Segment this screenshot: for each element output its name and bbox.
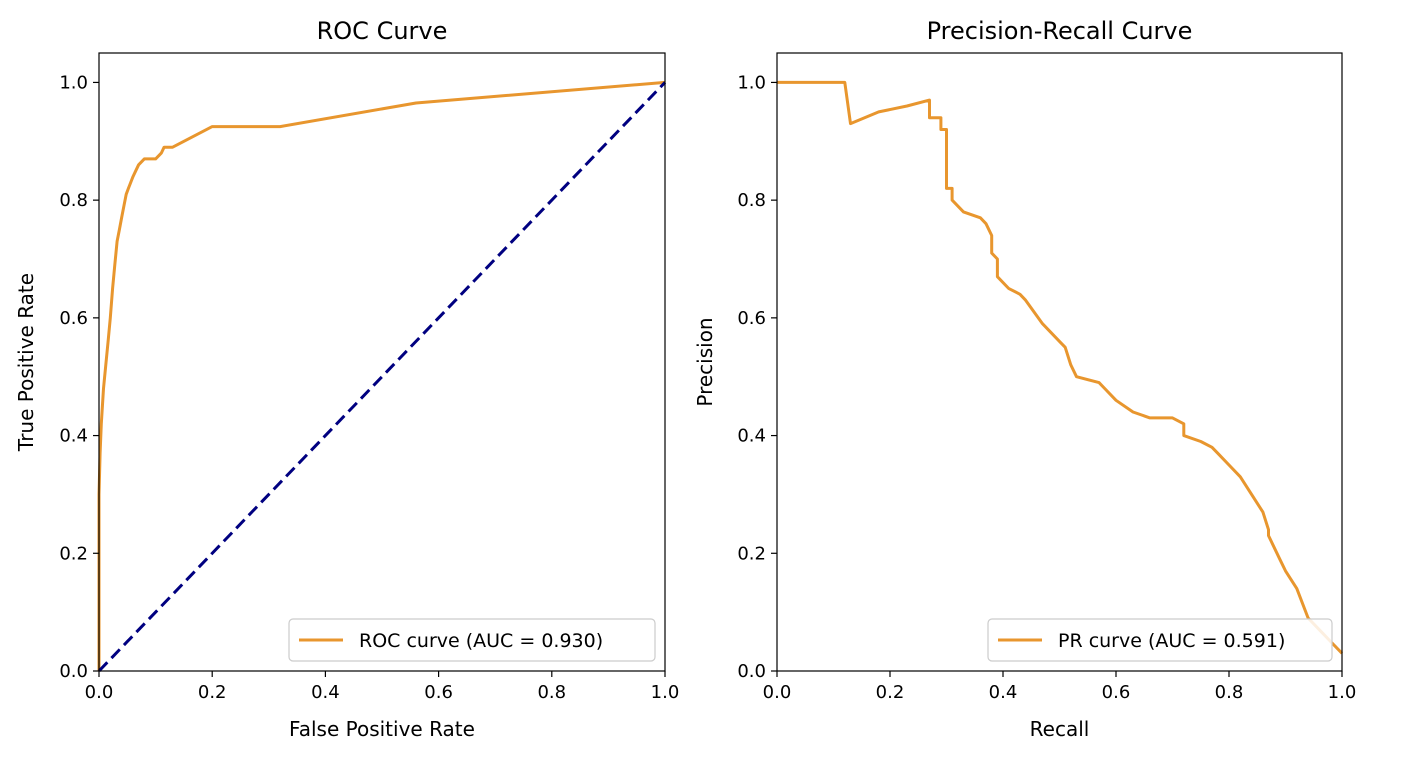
x-tick-label: 0.6 [424,682,453,703]
y-tick-label: 0.4 [59,426,88,447]
legend-label: ROC curve (AUC = 0.930) [359,630,603,652]
legend-box [987,618,1333,662]
y-tick-label: 0.0 [59,661,88,682]
x-tick-label: 0.4 [311,682,340,703]
y-tick-label: 0.8 [59,190,88,211]
x-tick-label: 0.6 [1102,682,1131,703]
y-tick-label: 0.0 [737,661,766,682]
x-axis-label: Recall [1030,717,1090,741]
x-tick-label: 0.0 [85,682,114,703]
y-tick-label: 0.2 [737,543,766,564]
x-axis-label: False Positive Rate [289,717,475,741]
series-line-roc [97,80,666,671]
chance-diagonal-line [97,81,667,673]
x-tick-label: 1.0 [1328,682,1357,703]
plot-frame [776,52,1343,672]
x-tick-label: 0.2 [198,682,227,703]
y-tick-label: 0.4 [737,426,766,447]
y-tick-label: 0.8 [737,190,766,211]
y-tick-label: 0.6 [737,308,766,329]
x-tick-label: 0.8 [1215,682,1244,703]
x-tick-label: 1.0 [651,682,680,703]
plot-frame [98,52,666,672]
chart-title: ROC Curve [317,17,448,45]
y-tick-label: 1.0 [737,72,766,93]
chart-pr: Precision-Recall Curve 0.0 0.2 0.4 0.6 0.8 1.0… [693,17,1356,741]
series-line-pr [777,80,1344,655]
legend-roc: ROC curve (AUC = 0.930) [288,618,656,662]
x-tick-label: 0.2 [876,682,905,703]
y-tick-label: 0.2 [59,543,88,564]
legend-box [288,618,656,662]
y-tick-label: 1.0 [59,72,88,93]
y-tick-label: 0.6 [59,308,88,329]
y-axis-label: True Positive Rate [14,273,38,452]
x-tick-label: 0.8 [537,682,566,703]
chart-roc: ROC Curve 0.0 0.2 0.4 0.6 0.8 1.0 0.0 0.2 0.4 0.6 0… [14,17,679,741]
legend-label: PR curve (AUC = 0.591) [1058,630,1285,652]
chart-title: Precision-Recall Curve [927,17,1193,45]
y-axis-label: Precision [693,317,717,406]
legend-pr: PR curve (AUC = 0.591) [987,618,1333,662]
x-tick-label: 0.0 [763,682,792,703]
x-tick-label: 0.4 [989,682,1018,703]
